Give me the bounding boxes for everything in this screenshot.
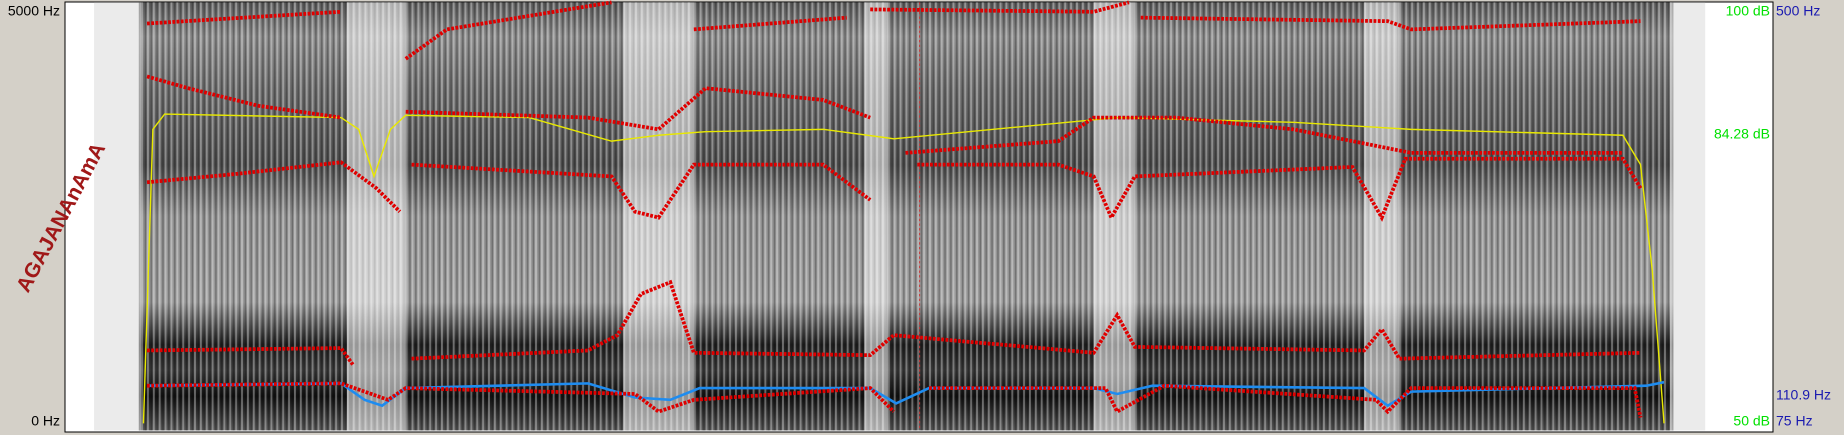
intensity-min-label: 50 dB [1733, 413, 1770, 429]
pitch-mid-label: 110.9 Hz [1776, 387, 1831, 403]
spectrogram [94, 0, 1706, 431]
intensity-max-label: 100 dB [1726, 3, 1770, 19]
pitch-max-label: 500 Hz [1776, 3, 1820, 19]
intensity-curve [142, 113, 1665, 424]
frequency-max-label: 5000 Hz [8, 3, 60, 19]
formant-tracks [146, 0, 1643, 418]
frequency-min-label: 0 Hz [31, 413, 60, 429]
pitch-min-label: 75 Hz [1776, 413, 1813, 429]
intensity-mid-label: 84.28 dB [1714, 126, 1770, 142]
pitch-curve [146, 380, 1665, 408]
